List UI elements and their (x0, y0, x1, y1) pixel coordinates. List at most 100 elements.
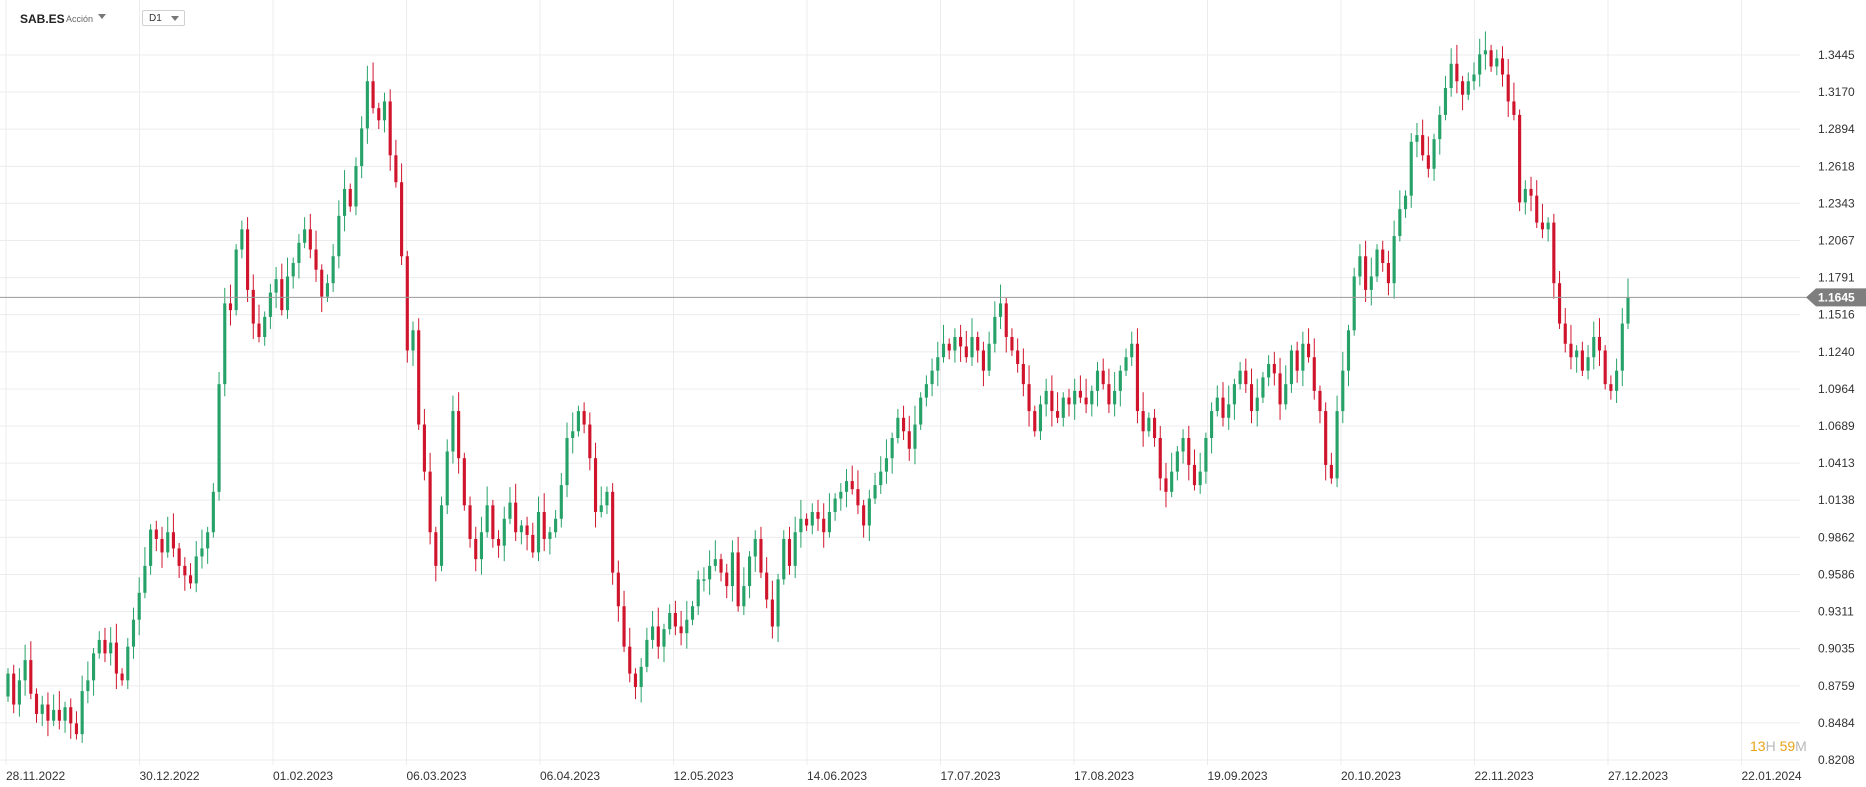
candle-body (690, 606, 695, 620)
candle-body (1512, 101, 1516, 115)
candle-body (879, 471, 883, 486)
candle-body (1061, 397, 1065, 418)
y-tick-label: 0.9035 (1818, 642, 1855, 656)
candle-body (103, 639, 107, 654)
candle-body (34, 693, 39, 714)
candle-body (1101, 370, 1105, 385)
x-tick-label: 01.02.2023 (273, 769, 333, 783)
candle-body (1215, 397, 1219, 412)
candle-body (228, 303, 233, 311)
x-tick-label: 17.07.2023 (941, 769, 1001, 783)
countdown-minutes: 59 (1779, 738, 1796, 754)
candle-body (137, 592, 141, 620)
candle-body (1107, 384, 1111, 405)
candle-body (1421, 135, 1425, 156)
candle-body (1124, 357, 1128, 371)
y-tick-label: 0.9311 (1818, 605, 1854, 619)
candle-body (91, 653, 96, 681)
y-tick-label: 1.0413 (1818, 456, 1855, 470)
candle-body (325, 283, 330, 297)
candle-body (1261, 377, 1265, 398)
candle-body (109, 642, 113, 654)
x-tick-label: 17.08.2023 (1074, 769, 1134, 783)
x-tick-label: 22.01.2024 (1742, 769, 1802, 783)
candle-body (959, 337, 963, 347)
candle-body (1164, 478, 1168, 492)
candle-body (645, 639, 649, 667)
candle-body (736, 552, 740, 607)
candle-body (827, 512, 831, 533)
candle-body (1386, 262, 1390, 284)
candle-body (536, 512, 541, 553)
candle-body (337, 215, 341, 257)
candle-body (593, 458, 598, 513)
candle-body (1518, 114, 1522, 203)
candle-body (725, 572, 729, 587)
candle-body (1027, 384, 1031, 412)
candle-body (1010, 337, 1014, 351)
candle-body (605, 491, 609, 506)
candle-body (998, 303, 1003, 317)
symbol-dropdown-icon[interactable] (98, 14, 106, 19)
candle-body (303, 229, 307, 243)
candle-body (17, 680, 21, 705)
timeframe-select[interactable]: D1 (142, 10, 185, 26)
candle-body (1483, 50, 1487, 55)
candle-body (1472, 74, 1476, 82)
candle-body (502, 518, 506, 546)
candle-body (976, 337, 980, 351)
candle-body (1095, 370, 1100, 391)
candle-body (1067, 397, 1071, 405)
candle-body (1358, 256, 1362, 277)
chevron-down-icon (171, 16, 179, 21)
candle-body (639, 666, 643, 688)
candle-body (633, 673, 638, 688)
candle-body (1004, 303, 1008, 338)
candle-body (525, 525, 529, 535)
candle-body (6, 673, 10, 697)
candle-body (924, 384, 928, 398)
candle-body (342, 188, 347, 216)
candle-body (411, 330, 415, 351)
candle-body (702, 579, 706, 581)
candle-body (1181, 437, 1185, 452)
candle-body (12, 673, 16, 705)
candle-body (1272, 363, 1276, 374)
y-tick-label: 1.3170 (1818, 85, 1855, 99)
candle-body (1438, 114, 1442, 140)
candle-body (1135, 343, 1140, 412)
x-tick-label: 06.03.2023 (407, 769, 467, 783)
candle-body (867, 498, 871, 526)
candle-body (765, 572, 769, 600)
candle-body (40, 704, 44, 714)
candle-body (1312, 357, 1316, 391)
candle-body (126, 646, 130, 681)
candle-body (742, 586, 746, 607)
candle-body (422, 424, 426, 472)
symbol-name[interactable]: SAB.ES (20, 12, 65, 26)
candle-body (308, 229, 312, 250)
candle-body (1403, 195, 1408, 210)
y-tick-label: 1.3445 (1818, 48, 1855, 62)
candle-body (1455, 63, 1459, 82)
candle-body (1335, 411, 1339, 479)
candle-body (166, 532, 170, 553)
candle-body (131, 619, 136, 647)
y-tick-label: 1.1240 (1818, 345, 1855, 359)
candle-body (793, 532, 797, 566)
candle-body (434, 532, 438, 566)
candle-body (1255, 397, 1259, 412)
candle-body (1415, 135, 1419, 142)
x-tick-label: 06.04.2023 (540, 769, 600, 783)
candle-body (1038, 404, 1043, 432)
candle-body (753, 538, 757, 557)
candle-body (274, 279, 278, 293)
candle-body (246, 229, 250, 290)
candle-body (1523, 188, 1527, 203)
candle-body (1609, 384, 1613, 391)
candle-body (257, 323, 261, 338)
candle-body (57, 709, 61, 721)
candle-body (1118, 370, 1122, 391)
candle-body (970, 337, 974, 358)
